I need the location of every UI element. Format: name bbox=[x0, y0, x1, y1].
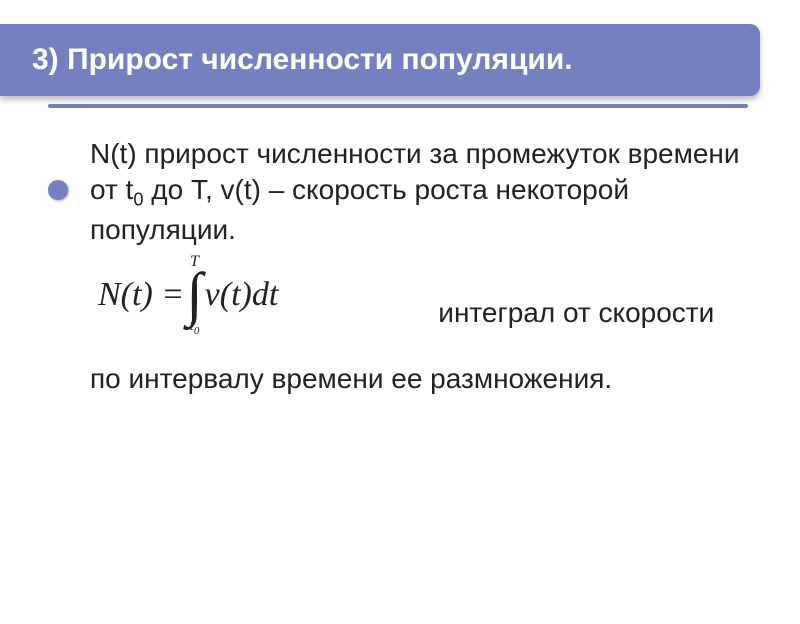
content-area: N(t) прирост численности за промежуток в… bbox=[0, 108, 800, 397]
subscript-zero: 0 bbox=[133, 189, 143, 209]
paragraph-1: N(t) прирост численности за промежуток в… bbox=[90, 136, 740, 248]
slide-title: 3) Прирост численности популяции. bbox=[32, 43, 573, 77]
slide: 3) Прирост численности популяции. N(t) п… bbox=[0, 24, 800, 624]
formula-lhs: N(t) = bbox=[98, 273, 184, 317]
paragraph-1b: до T, v(t) – скорость роста некоторой по… bbox=[90, 174, 629, 245]
title-bar: 3) Прирост численности популяции. bbox=[0, 24, 760, 96]
formula-row: N(t) = T ∫ t0 v(t)dt интеграл от скорост… bbox=[90, 254, 740, 337]
bullet-icon bbox=[48, 180, 68, 200]
integral-sign-icon: ∫ bbox=[186, 270, 202, 318]
lower-sub: 0 bbox=[194, 325, 200, 337]
integral-lower-limit: t0 bbox=[189, 318, 199, 337]
after-integral-text: интеграл от скорости bbox=[278, 295, 714, 331]
paragraph-2: по интервалу времени ее размножения. bbox=[90, 361, 740, 397]
integral-block: T ∫ t0 bbox=[186, 254, 202, 337]
formula-integrand: v(t)dt bbox=[205, 273, 279, 317]
formula: N(t) = T ∫ t0 v(t)dt bbox=[90, 254, 278, 337]
